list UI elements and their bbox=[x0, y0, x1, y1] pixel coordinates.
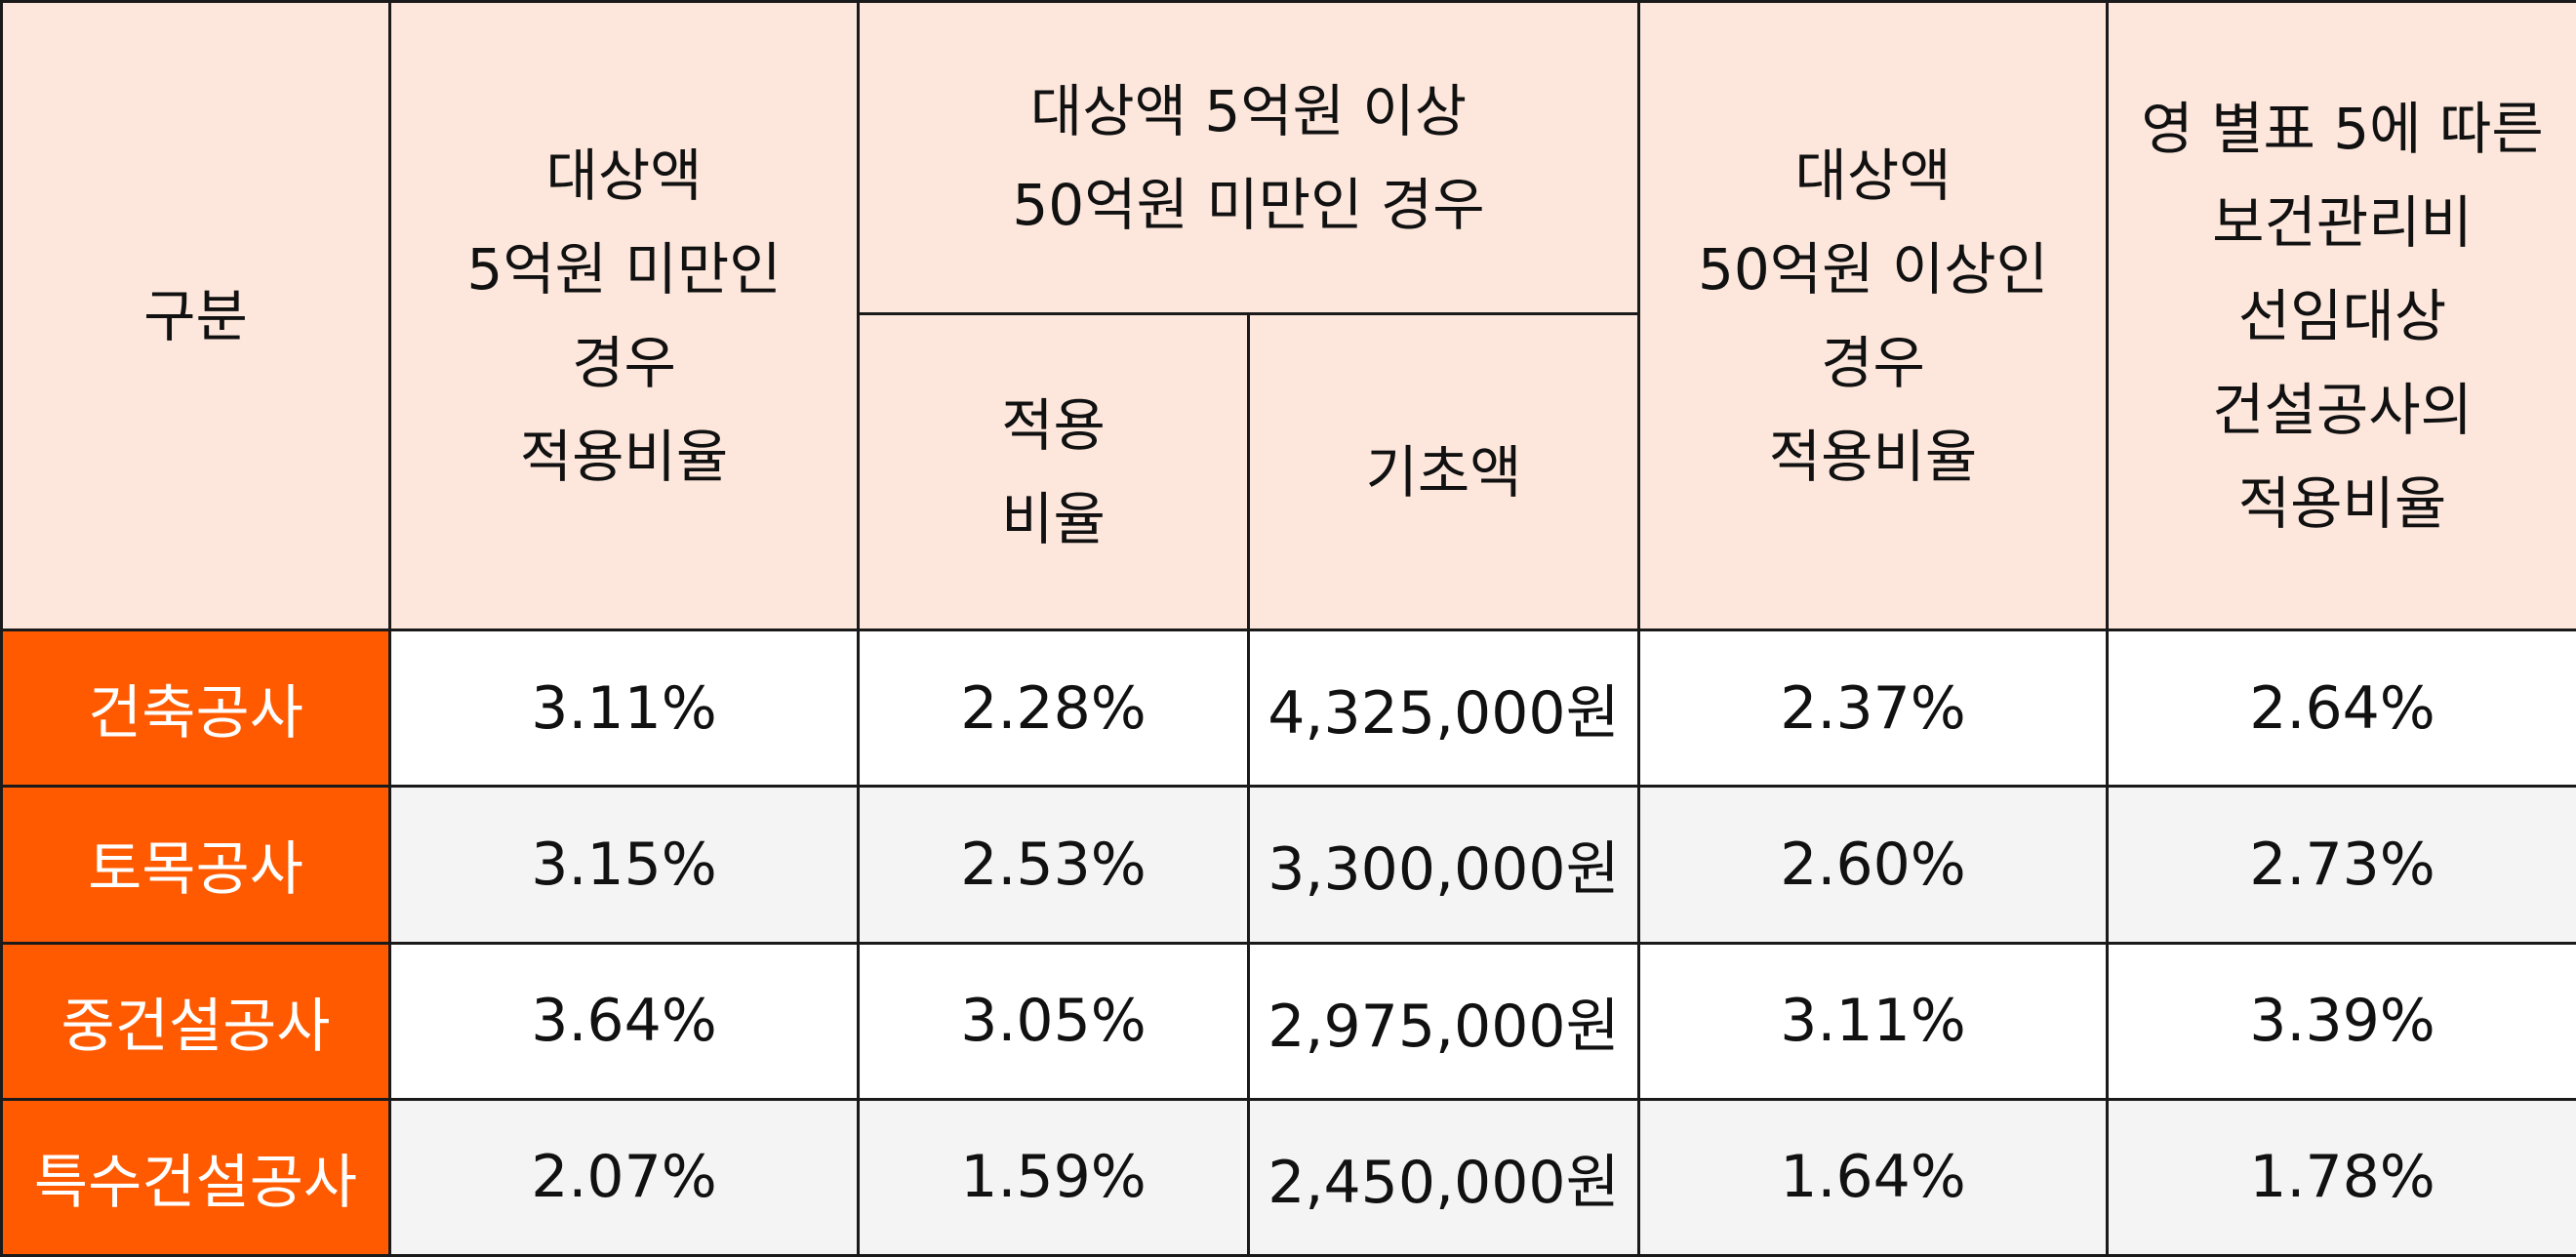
table-row: 중건설공사 3.64% 3.05% 2,975,000원 3.11% 3.39% bbox=[0, 941, 2576, 1101]
header-under-5: 대상액 5억원 미만인 경우 적용비율 bbox=[388, 0, 860, 631]
cell-appendix5: 2.64% bbox=[2106, 628, 2576, 789]
cell-mid-rate: 3.05% bbox=[857, 941, 1250, 1101]
row-category: 특수건설공사 bbox=[0, 1097, 391, 1257]
cell-under-5: 3.64% bbox=[388, 941, 860, 1101]
cell-appendix5: 3.39% bbox=[2106, 941, 2576, 1101]
cell-mid-rate: 1.59% bbox=[857, 1097, 1250, 1257]
cell-over-50: 3.11% bbox=[1637, 941, 2110, 1101]
cell-over-50: 1.64% bbox=[1637, 1097, 2110, 1257]
cell-mid-rate: 2.53% bbox=[857, 785, 1250, 945]
row-category: 중건설공사 bbox=[0, 941, 391, 1101]
row-category: 토목공사 bbox=[0, 785, 391, 945]
cell-mid-base: 3,300,000원 bbox=[1246, 785, 1641, 945]
cell-appendix5: 2.73% bbox=[2106, 785, 2576, 945]
header-category: 구분 bbox=[0, 0, 391, 631]
header-row-2: 적용 비율 기초액 bbox=[2, 312, 2576, 631]
table-row: 토목공사 3.15% 2.53% 3,300,000원 2.60% 2.73% bbox=[0, 785, 2576, 945]
cell-mid-rate: 2.28% bbox=[857, 628, 1250, 789]
cell-over-50: 2.37% bbox=[1637, 628, 2110, 789]
cell-under-5: 2.07% bbox=[388, 1097, 860, 1257]
cell-mid-base: 2,450,000원 bbox=[1246, 1097, 1641, 1257]
header-over-50: 대상액 50억원 이상인 경우 적용비율 bbox=[1637, 0, 2110, 631]
header-mid-base: 기초액 bbox=[1246, 312, 1641, 631]
cell-appendix5: 1.78% bbox=[2106, 1097, 2576, 1257]
cell-under-5: 3.11% bbox=[388, 628, 860, 789]
cell-under-5: 3.15% bbox=[388, 785, 860, 945]
header-mid-rate: 적용 비율 bbox=[857, 312, 1250, 631]
cell-mid-base: 4,325,000원 bbox=[1246, 628, 1641, 789]
table-row: 특수건설공사 2.07% 1.59% 2,450,000원 1.64% 1.78… bbox=[0, 1097, 2576, 1257]
cell-mid-base: 2,975,000원 bbox=[1246, 941, 1641, 1101]
cell-over-50: 2.60% bbox=[1637, 785, 2110, 945]
table-row: 건축공사 3.11% 2.28% 4,325,000원 2.37% 2.64% bbox=[0, 628, 2576, 789]
row-category: 건축공사 bbox=[0, 628, 391, 789]
header-row-1: 구분 대상액 5억원 미만인 경우 적용비율 대상액 5억원 이상 50억원 미… bbox=[0, 0, 2576, 631]
header-mid-group: 대상액 5억원 이상 50억원 미만인 경우 bbox=[856, 0, 1641, 315]
header-appendix5: 영 별표 5에 따른 보건관리비 선임대상 건설공사의 적용비율 bbox=[2106, 0, 2576, 631]
